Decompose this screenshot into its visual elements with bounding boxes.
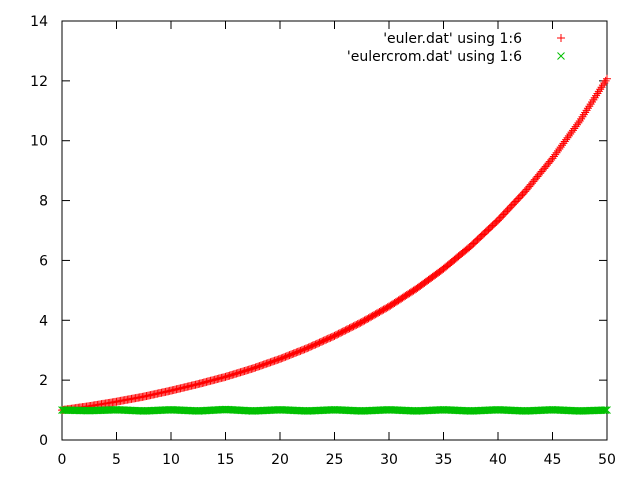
data-point-plus: [588, 97, 597, 106]
x-tick-label: 45: [544, 452, 562, 468]
data-point-plus: [593, 89, 602, 98]
legend: 'euler.dat' using 1:6 'eulercrom.dat' usi…: [347, 31, 565, 65]
data-point-plus: [598, 81, 607, 90]
y-tick-label: 8: [39, 194, 48, 210]
data-point-plus: [575, 116, 584, 125]
data-point-plus: [583, 104, 592, 113]
data-points: [58, 74, 611, 415]
data-point-plus: [603, 74, 611, 83]
x-tick-label: 20: [271, 452, 289, 468]
legend-label-series-2: 'eulercrom.dat' using 1:6: [347, 49, 522, 65]
data-point-plus: [592, 91, 601, 100]
plot-border: [61, 20, 608, 441]
axis-ticks: [61, 20, 608, 441]
legend-marker-plus: [557, 34, 565, 42]
y-tick-label: 10: [30, 134, 48, 150]
series-1-points: [58, 74, 611, 415]
data-point-cross: [600, 406, 609, 415]
x-tick-label: 10: [162, 452, 180, 468]
data-point-plus: [577, 114, 586, 123]
x-tick-label: 5: [112, 452, 121, 468]
x-tick-label: 40: [489, 452, 507, 468]
data-point-plus: [601, 76, 610, 85]
y-tick-label: 0: [39, 433, 48, 449]
y-tick-label: 12: [30, 74, 48, 90]
plot-frame: [61, 20, 608, 441]
axis-tick-labels: 0 5 10 15 20 25 30 35 40 45 50 0 2 4 6 8 10 12 14: [30, 14, 616, 468]
legend-marker-cross: [557, 52, 565, 60]
x-tick-label: 30: [380, 452, 398, 468]
x-tick-label: 35: [435, 452, 453, 468]
data-point-plus: [579, 110, 588, 119]
data-point-plus: [600, 78, 609, 87]
x-tick-label: 50: [598, 452, 616, 468]
data-point-plus: [578, 112, 587, 121]
data-point-plus: [581, 108, 590, 117]
x-tick-label: 0: [58, 452, 67, 468]
data-point-plus: [597, 83, 606, 92]
y-tick-label: 6: [39, 253, 48, 269]
data-point-plus: [586, 100, 595, 109]
data-point-plus: [594, 87, 603, 96]
data-point-plus: [589, 95, 598, 104]
data-point-plus: [596, 85, 605, 94]
series-2-points: [58, 405, 611, 415]
data-point-cross: [601, 406, 610, 414]
legend-label-series-1: 'euler.dat' using 1:6: [383, 31, 522, 47]
data-point-plus: [582, 106, 591, 115]
data-point-plus: [585, 102, 594, 111]
y-tick-label: 4: [39, 313, 48, 329]
x-tick-label: 25: [326, 452, 344, 468]
x-tick-label: 15: [217, 452, 235, 468]
data-point-cross: [603, 406, 611, 414]
y-tick-label: 2: [39, 373, 48, 389]
data-point-plus: [590, 93, 599, 102]
y-tick-label: 14: [30, 14, 48, 30]
